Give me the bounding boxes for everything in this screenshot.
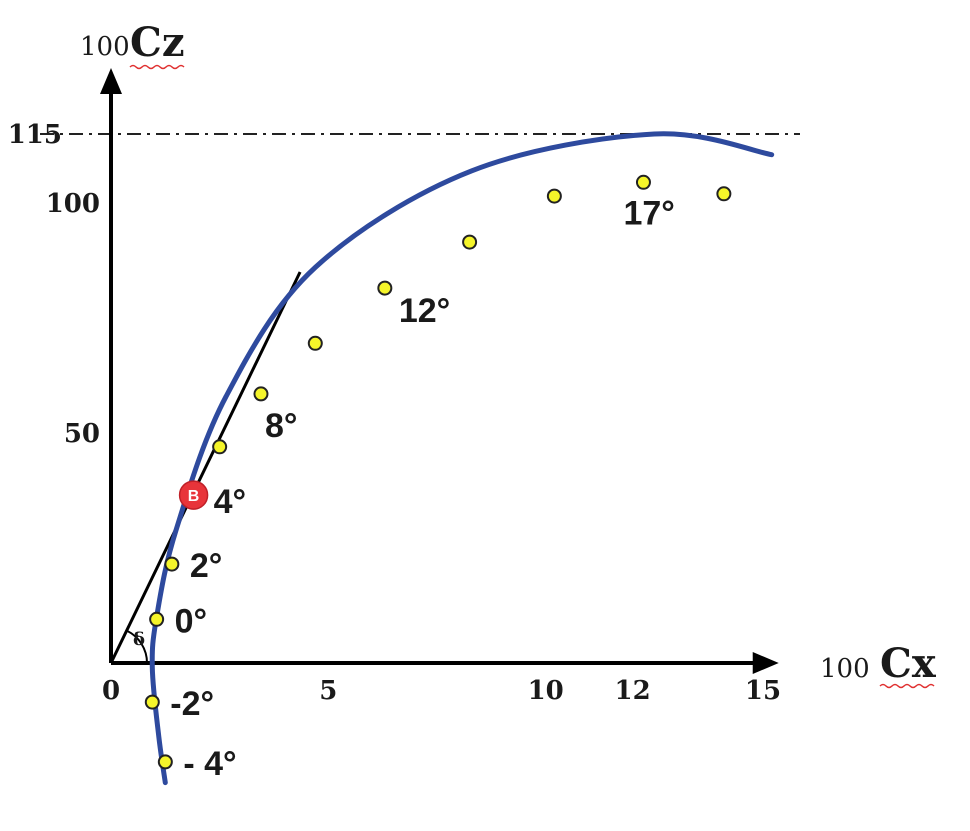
angle-labels: - 4° -2° 0° 2° 4° 8° 12° 17° bbox=[170, 194, 675, 783]
curve-point bbox=[546, 188, 562, 204]
y-axis-arrow bbox=[100, 68, 122, 94]
y-tick-label: 50 bbox=[64, 419, 100, 449]
highlight-point-marker: B bbox=[188, 488, 200, 505]
angle-label: 12° bbox=[399, 292, 450, 330]
x-axis-prefix: 100 bbox=[820, 654, 870, 684]
x-axis-arrow bbox=[752, 652, 779, 674]
x-tick-label: 10 bbox=[528, 676, 564, 706]
curve-point bbox=[462, 234, 478, 250]
x-axis-title: Cx bbox=[880, 640, 937, 687]
angle-label: 2° bbox=[190, 547, 223, 585]
curve-points: B bbox=[144, 174, 732, 770]
y-axis-title: Cz bbox=[130, 19, 185, 66]
curve-point bbox=[253, 386, 269, 402]
curve-point bbox=[164, 556, 180, 572]
angle-label: - 4° bbox=[183, 745, 236, 783]
angle-label: -2° bbox=[170, 685, 214, 723]
x-tick-label: 5 bbox=[319, 676, 337, 706]
y-tick-labels: 115 100 50 bbox=[8, 120, 100, 449]
delta-angle-arc bbox=[126, 629, 148, 664]
tangent-line bbox=[109, 271, 302, 664]
delta-angle-label: δ bbox=[133, 629, 145, 650]
angle-label: 8° bbox=[265, 407, 298, 445]
polar-curve bbox=[149, 131, 775, 786]
x-tick-label: 0 bbox=[102, 676, 120, 706]
y-tick-label: 100 bbox=[46, 189, 100, 219]
curve-point bbox=[212, 439, 228, 455]
curve-point bbox=[157, 754, 173, 770]
curve-point bbox=[307, 335, 323, 351]
highlight-point bbox=[178, 480, 209, 510]
angle-label: 17° bbox=[623, 194, 674, 232]
curve-point bbox=[377, 280, 393, 296]
x-title-spellcheck-underline bbox=[879, 683, 935, 689]
y-axis-prefix: 100 bbox=[80, 32, 130, 62]
curve-point bbox=[716, 186, 732, 202]
curve-point bbox=[149, 611, 165, 627]
x-tick-label: 15 bbox=[745, 676, 781, 706]
curve-point bbox=[635, 174, 651, 190]
angle-label: 4° bbox=[214, 483, 247, 521]
x-tick-labels: 0 5 10 12 15 bbox=[102, 676, 781, 706]
angle-label: 0° bbox=[175, 602, 208, 640]
y-tick-label: 115 bbox=[8, 120, 62, 150]
curve-point bbox=[144, 694, 160, 710]
x-tick-label: 12 bbox=[615, 676, 651, 706]
y-title-spellcheck-underline bbox=[129, 64, 185, 70]
